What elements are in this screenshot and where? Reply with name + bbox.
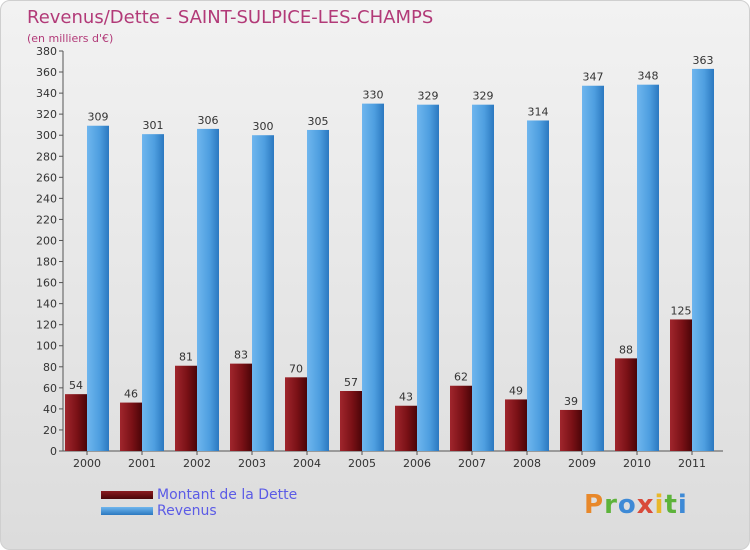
- y-tick-label: 140: [36, 298, 57, 311]
- legend-label-revenue: Revenus: [157, 503, 217, 519]
- x-tick-label: 2003: [238, 457, 266, 470]
- x-tick-label: 2000: [73, 457, 101, 470]
- bar-debt: [175, 365, 197, 451]
- bar-debt: [395, 405, 417, 451]
- y-tick-label: 320: [36, 108, 57, 121]
- y-tick-label: 260: [36, 171, 57, 184]
- data-label-revenue: 314: [528, 105, 549, 118]
- axes: 0 20 40 60 80 100 120 140 160 180 200 220 240 260 280 3…: [36, 45, 723, 470]
- bar-debt: [65, 394, 87, 451]
- legend-swatch-debt: [101, 491, 153, 499]
- bar-revenue: [472, 104, 494, 452]
- data-label-debt: 43: [399, 391, 413, 404]
- bar-debt: [560, 409, 582, 451]
- data-label-debt: 70: [289, 362, 303, 375]
- x-tick-label: 2005: [348, 457, 376, 470]
- x-tick-label: 2009: [568, 457, 596, 470]
- data-labels: 54 309 46 301 81 306 83 300 70 305 57 330 43 329 62 329…: [69, 54, 714, 408]
- chart-title: Revenus/Dette - SAINT-SULPICE-LES-CHAMPS: [27, 7, 434, 28]
- data-label-debt: 49: [509, 384, 523, 397]
- bar-revenue: [197, 128, 219, 451]
- y-tick-label: 280: [36, 150, 57, 163]
- logo-letter: i: [654, 490, 665, 520]
- data-label-revenue: 329: [473, 90, 494, 103]
- bars: [65, 68, 714, 452]
- y-tick-label: 200: [36, 234, 57, 247]
- y-tick-label: 0: [50, 445, 57, 458]
- data-label-revenue: 306: [198, 114, 219, 127]
- logo-letter: P: [584, 490, 605, 520]
- data-label-revenue: 301: [143, 119, 164, 132]
- y-tick-label: 20: [43, 424, 57, 437]
- x-tick-label: 2007: [458, 457, 486, 470]
- y-tick-label: 340: [36, 87, 57, 100]
- data-label-revenue: 309: [88, 111, 109, 124]
- data-label-revenue: 329: [418, 90, 439, 103]
- bar-revenue: [637, 84, 659, 452]
- y-tick-label: 220: [36, 213, 57, 226]
- y-tick-label: 40: [43, 403, 57, 416]
- logo-letter: i: [677, 490, 688, 520]
- chart-subtitle: (en milliers d'€): [27, 32, 114, 45]
- y-tick-label: 360: [36, 66, 57, 79]
- x-tick-label: 2002: [183, 457, 211, 470]
- bar-debt: [670, 319, 692, 451]
- bar-debt: [285, 377, 307, 451]
- bar-debt: [340, 391, 362, 451]
- bar-debt: [615, 358, 637, 451]
- bar-revenue: [417, 104, 439, 452]
- data-label-debt: 54: [69, 379, 83, 392]
- bar-debt: [120, 402, 142, 451]
- bar-revenue: [307, 129, 329, 451]
- x-tick-label: 2001: [128, 457, 156, 470]
- y-tick-label: 180: [36, 256, 57, 269]
- data-label-revenue: 330: [363, 89, 384, 102]
- y-tick-label: 100: [36, 340, 57, 353]
- data-label-debt: 125: [671, 304, 692, 317]
- bar-debt: [505, 399, 527, 451]
- data-label-revenue: 348: [638, 70, 659, 83]
- proxiti-logo: Proxiti: [584, 490, 688, 520]
- bar-revenue: [87, 125, 109, 451]
- data-label-debt: 83: [234, 349, 248, 362]
- y-tick-label: 80: [43, 361, 57, 374]
- bar-revenue: [692, 68, 714, 451]
- logo-letter: r: [604, 490, 618, 520]
- y-tick-label: 240: [36, 192, 57, 205]
- y-tick-label: 120: [36, 319, 57, 332]
- y-tick-label: 60: [43, 382, 57, 395]
- logo-letter: o: [617, 490, 637, 520]
- bar-debt: [450, 385, 472, 451]
- logo-letter: t: [664, 490, 678, 520]
- data-label-debt: 57: [344, 376, 358, 389]
- x-tick-label: 2004: [293, 457, 321, 470]
- y-tick-label: 300: [36, 129, 57, 142]
- data-label-debt: 62: [454, 371, 468, 384]
- y-tick-label: 380: [36, 45, 57, 58]
- x-tick-label: 2008: [513, 457, 541, 470]
- y-tick-label: 160: [36, 277, 57, 290]
- bar-revenue: [142, 134, 164, 451]
- x-tick-label: 2010: [623, 457, 651, 470]
- bar-revenue: [252, 135, 274, 452]
- data-label-debt: 88: [619, 343, 633, 356]
- data-label-debt: 81: [179, 351, 193, 364]
- bar-revenue: [527, 120, 549, 451]
- data-label-revenue: 305: [308, 115, 329, 128]
- data-label-revenue: 300: [253, 120, 274, 133]
- data-label-revenue: 347: [583, 71, 604, 84]
- x-tick-label: 2011: [678, 457, 706, 470]
- legend-label-debt: Montant de la Dette: [157, 487, 298, 503]
- x-tick-label: 2006: [403, 457, 431, 470]
- bar-revenue: [582, 85, 604, 451]
- bar-debt: [230, 363, 252, 451]
- data-label-revenue: 363: [693, 54, 714, 67]
- logo-letter: x: [636, 490, 655, 520]
- data-label-debt: 39: [564, 395, 578, 408]
- legend-swatch-revenue: [101, 507, 153, 515]
- data-label-debt: 46: [124, 388, 138, 401]
- bar-revenue: [362, 103, 384, 451]
